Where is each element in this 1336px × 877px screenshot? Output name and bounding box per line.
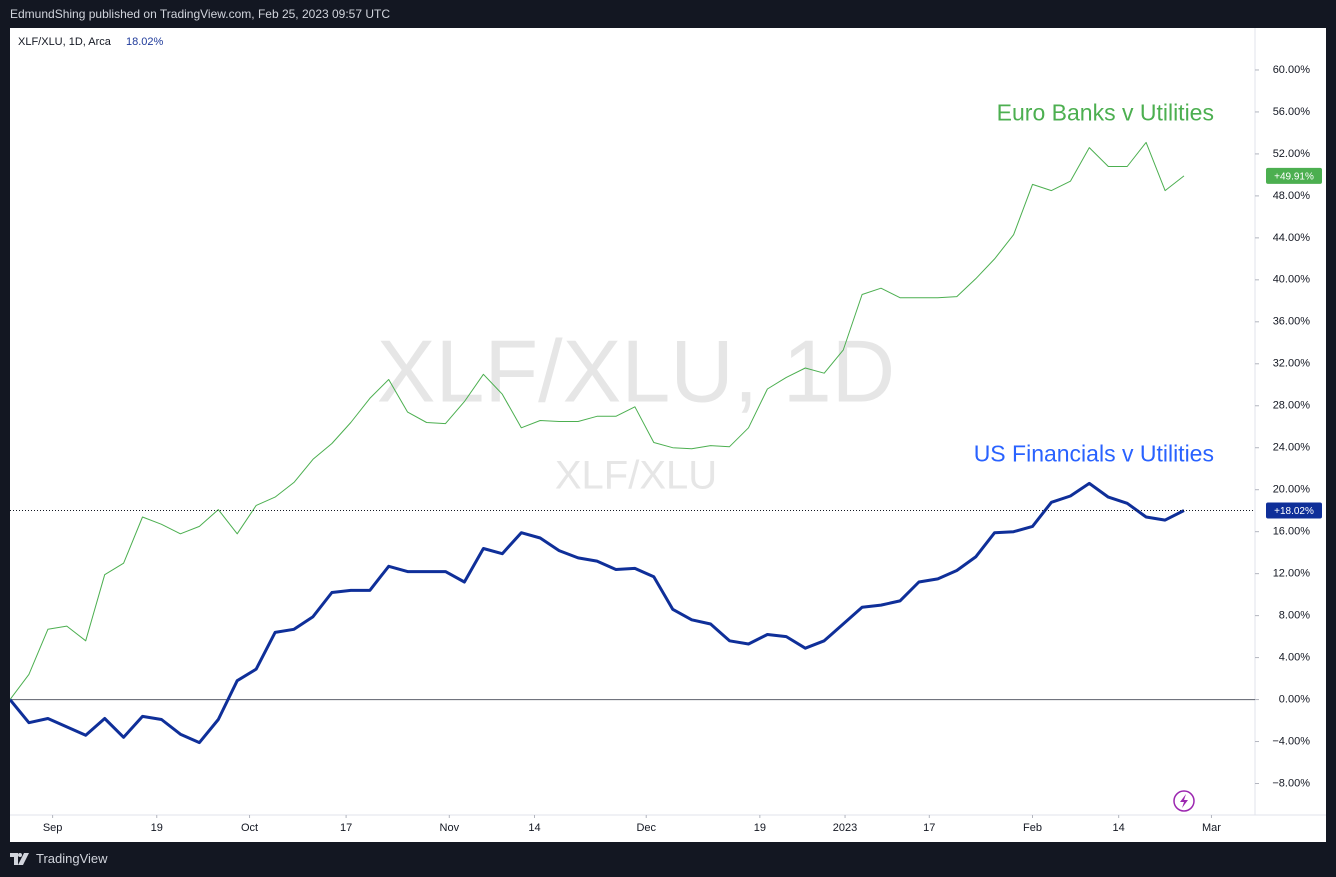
- price-badge: [1266, 502, 1322, 519]
- x-tick-label: Oct: [241, 822, 258, 834]
- series-annotation: Euro Banks v Utilities: [997, 99, 1214, 125]
- watermark-sub: XLF/XLU: [555, 454, 717, 498]
- x-tick-label: 19: [151, 822, 163, 834]
- x-tick-label: Dec: [636, 822, 656, 834]
- x-tick-label: 14: [1113, 822, 1125, 834]
- x-tick-label: 14: [528, 822, 540, 834]
- price-badge-label: +18.02%: [1274, 506, 1314, 517]
- y-tick-label: 4.00%: [1279, 652, 1310, 664]
- alert-bolt: [1180, 794, 1188, 808]
- x-tick-label: Nov: [440, 822, 460, 834]
- brand-logo: [10, 853, 29, 865]
- x-tick-label: Mar: [1202, 822, 1221, 834]
- x-tick-label: 17: [923, 822, 935, 834]
- y-tick-label: −4.00%: [1272, 735, 1310, 747]
- y-tick-label: 52.00%: [1273, 148, 1311, 160]
- y-tick-label: 24.00%: [1273, 442, 1311, 454]
- y-tick-label: 44.00%: [1273, 232, 1311, 244]
- series-annotation: US Financials v Utilities: [974, 440, 1214, 466]
- price-badge-label: +49.91%: [1274, 171, 1314, 182]
- y-tick-label: 32.00%: [1273, 358, 1311, 370]
- y-tick-label: 20.00%: [1273, 484, 1311, 496]
- y-tick-label: 48.00%: [1273, 190, 1311, 202]
- series-line: [10, 141, 1185, 700]
- y-tick-label: 40.00%: [1273, 274, 1311, 286]
- y-tick-label: 16.00%: [1273, 526, 1311, 538]
- y-tick-label: 8.00%: [1279, 610, 1310, 622]
- price-badge: [1266, 167, 1322, 184]
- symbol-info: XLF/XLU, 1D, Arca: [18, 36, 112, 48]
- y-tick-label: 56.00%: [1273, 106, 1311, 118]
- x-tick-label: 2023: [833, 822, 857, 834]
- y-tick-label: 60.00%: [1273, 64, 1311, 76]
- x-tick-label: Sep: [43, 822, 63, 834]
- alert-icon[interactable]: [1173, 790, 1195, 812]
- brand: TradingView: [36, 851, 108, 866]
- x-tick-label: 19: [754, 822, 766, 834]
- y-tick-label: 36.00%: [1273, 316, 1311, 328]
- x-tick-label: Feb: [1023, 822, 1042, 834]
- y-tick-label: 12.00%: [1273, 568, 1311, 580]
- symbol-value: 18.02%: [126, 36, 164, 48]
- footer: TradingView: [10, 848, 108, 870]
- y-tick-label: 28.00%: [1273, 400, 1311, 412]
- x-tick-label: 17: [340, 822, 352, 834]
- watermark: XLF/XLU, 1D: [377, 321, 895, 420]
- y-tick-label: 0.00%: [1279, 693, 1310, 705]
- publish-info: EdmundShing published on TradingView.com…: [10, 7, 391, 21]
- y-tick-label: −8.00%: [1272, 777, 1310, 789]
- chart: XLF/XLU, 1D, Arca 18.02% XLF/XLU, 1D XLF…: [10, 28, 1326, 842]
- header: EdmundShing published on TradingView.com…: [10, 0, 390, 28]
- series-line: [10, 481, 1185, 745]
